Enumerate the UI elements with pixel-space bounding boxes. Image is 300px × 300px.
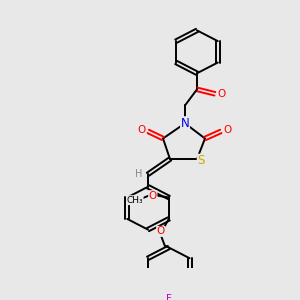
Text: N: N (181, 117, 189, 130)
Text: O: O (149, 191, 157, 201)
Text: S: S (197, 154, 205, 167)
Text: O: O (223, 125, 231, 136)
Text: CH₃: CH₃ (127, 196, 143, 205)
Text: O: O (157, 226, 165, 236)
Text: F: F (166, 294, 172, 300)
Text: H: H (135, 169, 143, 179)
Text: O: O (138, 125, 146, 136)
Text: O: O (217, 89, 225, 99)
